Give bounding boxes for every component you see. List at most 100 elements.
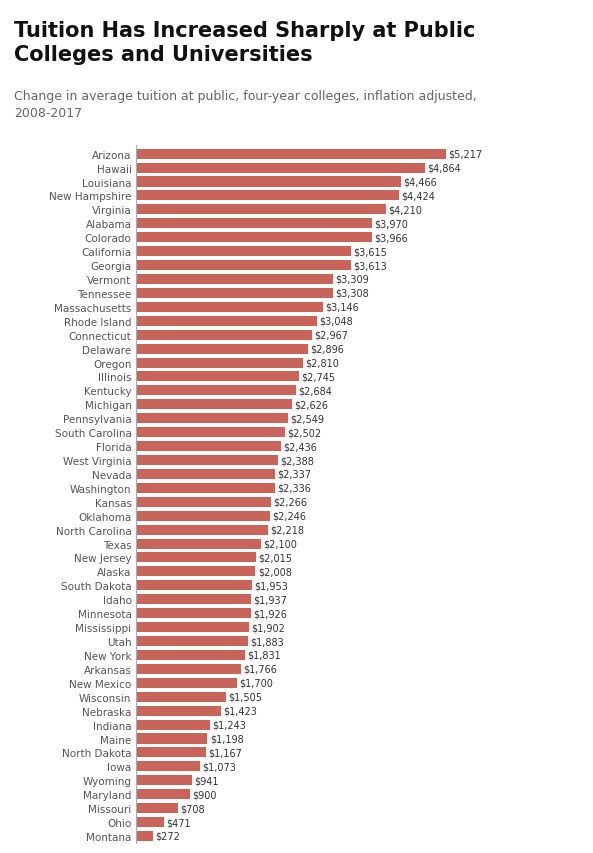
Text: $1,953: $1,953 (254, 581, 288, 590)
Bar (136, 177, 401, 188)
Text: $1,766: $1,766 (244, 664, 278, 674)
Text: $2,626: $2,626 (295, 400, 329, 409)
Bar (136, 553, 256, 563)
Text: $1,505: $1,505 (228, 692, 262, 702)
Text: $2,388: $2,388 (280, 456, 314, 466)
Text: $471: $471 (167, 817, 192, 827)
Text: $1,198: $1,198 (210, 734, 244, 744)
Bar (136, 484, 275, 493)
Text: $1,902: $1,902 (251, 623, 285, 632)
Bar (136, 789, 190, 799)
Bar (136, 149, 446, 160)
Bar (136, 817, 164, 827)
Bar (136, 566, 256, 577)
Bar (136, 303, 323, 312)
Text: $1,883: $1,883 (250, 636, 284, 647)
Bar (136, 330, 313, 340)
Text: $3,308: $3,308 (335, 288, 369, 299)
Bar (136, 191, 398, 201)
Bar (136, 511, 270, 521)
Bar (136, 205, 386, 215)
Text: $3,146: $3,146 (326, 303, 359, 312)
Text: $3,966: $3,966 (374, 233, 408, 243)
Text: Tuition Has Increased Sharply at Public
Colleges and Universities: Tuition Has Increased Sharply at Public … (14, 21, 475, 66)
Bar (136, 233, 372, 243)
Text: $2,549: $2,549 (290, 414, 324, 424)
Bar (136, 442, 281, 451)
Bar (136, 623, 249, 632)
Text: $4,210: $4,210 (388, 205, 422, 215)
Bar (136, 316, 317, 327)
Bar (136, 247, 351, 257)
Text: $2,967: $2,967 (315, 330, 349, 340)
Bar (136, 469, 275, 479)
Bar (136, 664, 241, 674)
Bar (136, 804, 178, 813)
Text: $2,100: $2,100 (263, 539, 297, 549)
Bar (136, 720, 210, 730)
Bar (136, 414, 288, 424)
Bar (136, 705, 221, 716)
Bar (136, 497, 271, 508)
Text: $272: $272 (155, 831, 180, 841)
Text: $2,266: $2,266 (273, 497, 307, 508)
Text: $1,423: $1,423 (223, 705, 257, 716)
Text: $2,218: $2,218 (270, 525, 304, 535)
Text: $3,615: $3,615 (353, 247, 387, 257)
Text: $900: $900 (192, 789, 216, 799)
Text: $2,810: $2,810 (305, 358, 339, 368)
Text: $1,831: $1,831 (247, 650, 281, 660)
Text: Change in average tuition at public, four-year colleges, inflation adjusted,
200: Change in average tuition at public, fou… (14, 90, 476, 119)
Text: $1,926: $1,926 (253, 608, 287, 618)
Bar (136, 747, 206, 757)
Bar (136, 831, 152, 841)
Bar (136, 345, 308, 354)
Bar (136, 456, 278, 466)
Bar (136, 525, 268, 535)
Bar (136, 372, 299, 382)
Text: $2,008: $2,008 (258, 566, 292, 577)
Bar (136, 762, 200, 771)
Text: $1,937: $1,937 (254, 595, 288, 605)
Text: $1,700: $1,700 (240, 678, 273, 688)
Text: $3,613: $3,613 (353, 261, 387, 270)
Bar (136, 650, 245, 660)
Text: $2,502: $2,502 (287, 427, 321, 438)
Text: $2,336: $2,336 (278, 484, 311, 493)
Bar (136, 539, 261, 549)
Bar (136, 219, 372, 229)
Text: $4,466: $4,466 (404, 177, 438, 188)
Bar (136, 288, 333, 299)
Text: $2,745: $2,745 (301, 372, 336, 382)
Text: $708: $708 (181, 804, 205, 813)
Bar (136, 427, 285, 438)
Text: $1,167: $1,167 (208, 747, 242, 757)
Text: $2,015: $2,015 (259, 553, 292, 563)
Text: $1,073: $1,073 (202, 762, 236, 771)
Text: $1,243: $1,243 (212, 720, 246, 729)
Bar (136, 734, 208, 744)
Bar (136, 636, 248, 647)
Text: $2,246: $2,246 (272, 511, 306, 521)
Bar (136, 608, 251, 618)
Text: $4,424: $4,424 (401, 191, 435, 201)
Bar (136, 386, 295, 396)
Bar (136, 595, 251, 605)
Bar (136, 581, 252, 590)
Bar (136, 678, 237, 688)
Bar (136, 164, 425, 173)
Text: $3,970: $3,970 (374, 219, 408, 229)
Text: $3,309: $3,309 (335, 275, 369, 285)
Bar (136, 400, 292, 409)
Bar (136, 261, 350, 270)
Text: $5,217: $5,217 (448, 149, 482, 160)
Text: $2,684: $2,684 (298, 386, 332, 396)
Bar (136, 358, 303, 368)
Bar (136, 275, 333, 285)
Text: $2,436: $2,436 (283, 442, 317, 451)
Text: $941: $941 (195, 775, 219, 786)
Text: $4,864: $4,864 (427, 164, 461, 173)
Bar (136, 692, 225, 702)
Text: $2,337: $2,337 (278, 469, 311, 479)
Text: $3,048: $3,048 (320, 316, 353, 327)
